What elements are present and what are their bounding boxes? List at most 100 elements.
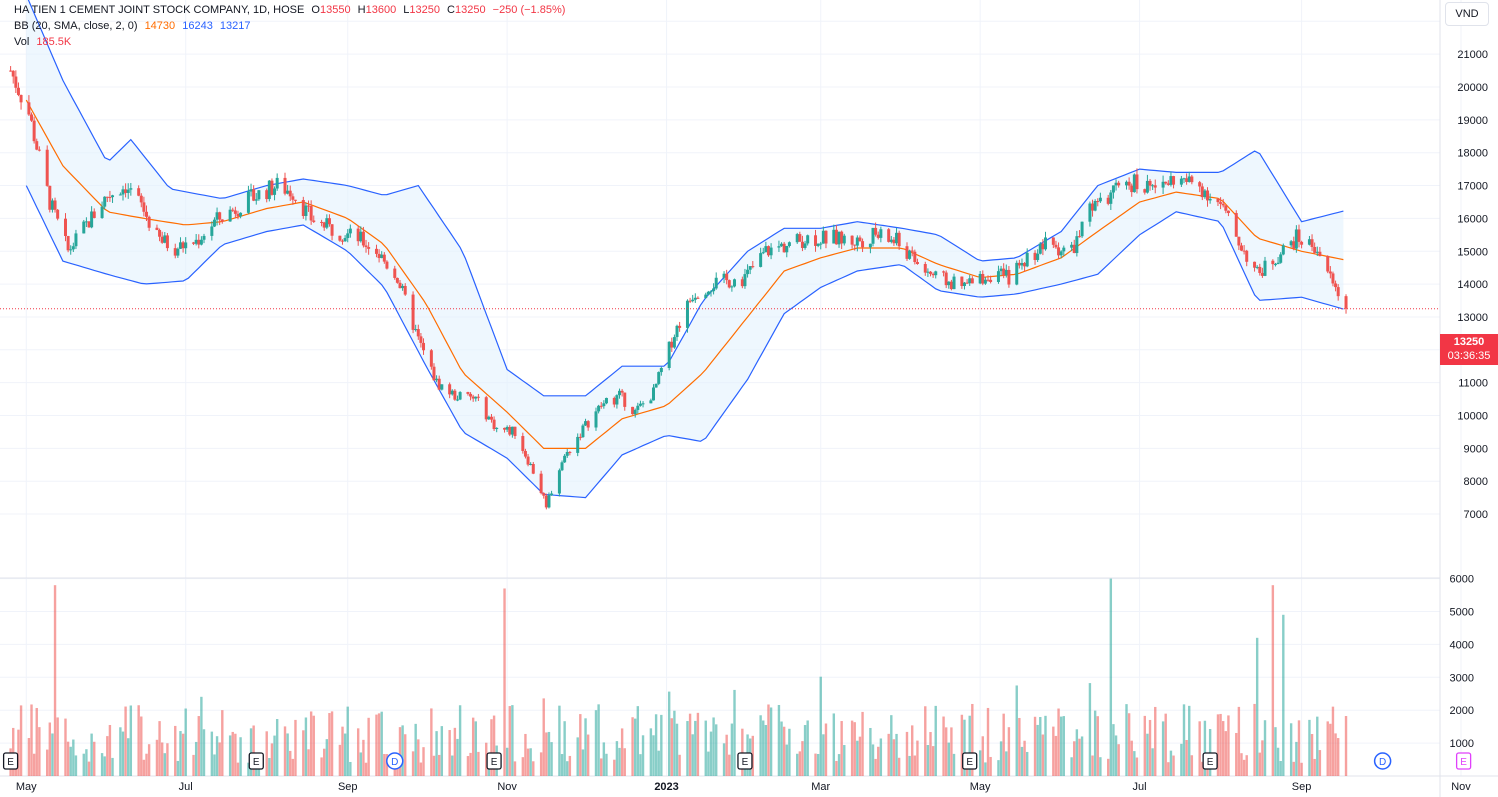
volume-bar	[597, 704, 600, 776]
bb-fill	[26, 0, 1344, 498]
volume-bar	[1242, 759, 1246, 776]
volume-bar	[600, 758, 603, 776]
volume-bar	[1172, 755, 1175, 776]
candle-body	[84, 221, 88, 223]
candle-body	[309, 206, 313, 221]
volume-bar	[508, 706, 511, 776]
candle-body	[1234, 213, 1238, 237]
vol-legend[interactable]: Vol 185.5K	[14, 35, 75, 50]
price-tick-label: 15000	[1457, 246, 1488, 258]
candle-body	[476, 396, 480, 398]
candle-body	[766, 246, 770, 256]
candle-body	[981, 273, 985, 284]
candle-body	[1023, 262, 1027, 267]
candle-body	[693, 297, 697, 300]
candle-body	[1307, 239, 1311, 245]
volume-bar	[709, 731, 713, 776]
volume-bar	[981, 736, 984, 776]
last-price-value: 13250	[1453, 336, 1485, 348]
candle-body	[584, 421, 588, 426]
time-tick-label: Jul	[1133, 781, 1147, 793]
candle-body	[915, 262, 919, 265]
volume-bar	[312, 715, 315, 776]
candle-body	[706, 291, 710, 295]
dividend-marker-label: D	[391, 757, 398, 768]
candle-body	[139, 195, 143, 203]
volume-bar	[1114, 735, 1118, 776]
volume-bar	[602, 742, 606, 776]
candle-body	[495, 427, 499, 430]
candle-body	[529, 463, 533, 465]
volume-bar	[1167, 762, 1170, 776]
candle-body	[531, 463, 535, 474]
volume-bar	[1198, 721, 1201, 776]
candle-body	[751, 266, 755, 268]
volume-bar	[560, 754, 564, 776]
candle-body	[327, 218, 331, 225]
candle-body	[249, 189, 253, 192]
volume-bar	[383, 754, 386, 776]
candle-body	[895, 232, 899, 244]
candle-body	[1098, 197, 1102, 202]
candle-body	[359, 231, 363, 242]
volume-bar	[17, 729, 20, 776]
candle-body	[1109, 192, 1113, 204]
candle-body	[176, 248, 180, 256]
time-tick-label: Jul	[179, 781, 193, 793]
candle-body	[996, 271, 1000, 282]
candle-body	[466, 392, 470, 394]
volume-bar	[971, 703, 974, 776]
bb-legend[interactable]: BB (20, SMA, close, 2, 0) 14730 16243 13…	[14, 19, 254, 34]
volume-bar	[892, 739, 896, 776]
price-tick-label: 11000	[1458, 378, 1488, 390]
candle-body	[725, 273, 729, 281]
volume-bar	[526, 748, 530, 776]
currency-button[interactable]: VND	[1445, 2, 1489, 26]
candle-body	[1221, 203, 1225, 206]
open-value: 13550	[319, 4, 351, 16]
candle-body	[288, 190, 292, 197]
candle-body	[1153, 185, 1157, 188]
symbol-legend[interactable]: HA TIEN 1 CEMENT JOINT STOCK COMPANY, 1D…	[14, 4, 566, 16]
volume-bar	[265, 731, 268, 776]
candle-body	[568, 451, 572, 453]
volume-bar	[686, 721, 689, 776]
volume-bar	[751, 735, 754, 776]
volume-bar	[1263, 720, 1267, 776]
candle-body	[986, 279, 990, 281]
earnings-marker	[1202, 752, 1218, 770]
candle-body	[320, 221, 324, 223]
candle-body	[853, 244, 857, 246]
volume-bar	[641, 735, 645, 776]
candle-body	[1226, 210, 1230, 214]
volume-bar	[890, 715, 893, 776]
earnings-marker-label: E	[742, 757, 749, 768]
candle-body	[11, 70, 15, 77]
volume-bar	[1057, 708, 1060, 776]
candle-body	[111, 195, 115, 198]
volume-bar	[456, 738, 459, 776]
volume-bar	[691, 734, 694, 776]
volume-bar	[505, 747, 509, 776]
candle-body	[803, 243, 807, 248]
volume-bar	[48, 722, 52, 776]
candle-body	[970, 278, 974, 284]
candle-body	[35, 141, 39, 150]
volume-bar	[275, 719, 279, 776]
candle-body	[544, 495, 548, 508]
vol-tick-label: 4000	[1450, 639, 1474, 651]
candle-body	[228, 209, 232, 222]
candle-body	[913, 251, 917, 263]
candle-body	[126, 189, 130, 193]
candle-body	[999, 268, 1003, 272]
candle-body	[197, 239, 201, 245]
candle-body	[1091, 203, 1095, 211]
volume-bar	[1253, 703, 1256, 776]
volume-bar	[1224, 731, 1228, 776]
volume-bar	[1091, 755, 1094, 776]
volume-bar	[249, 728, 253, 776]
candle-body	[194, 239, 198, 244]
vol-tick-label: 2000	[1450, 705, 1474, 717]
candle-body	[824, 230, 828, 244]
